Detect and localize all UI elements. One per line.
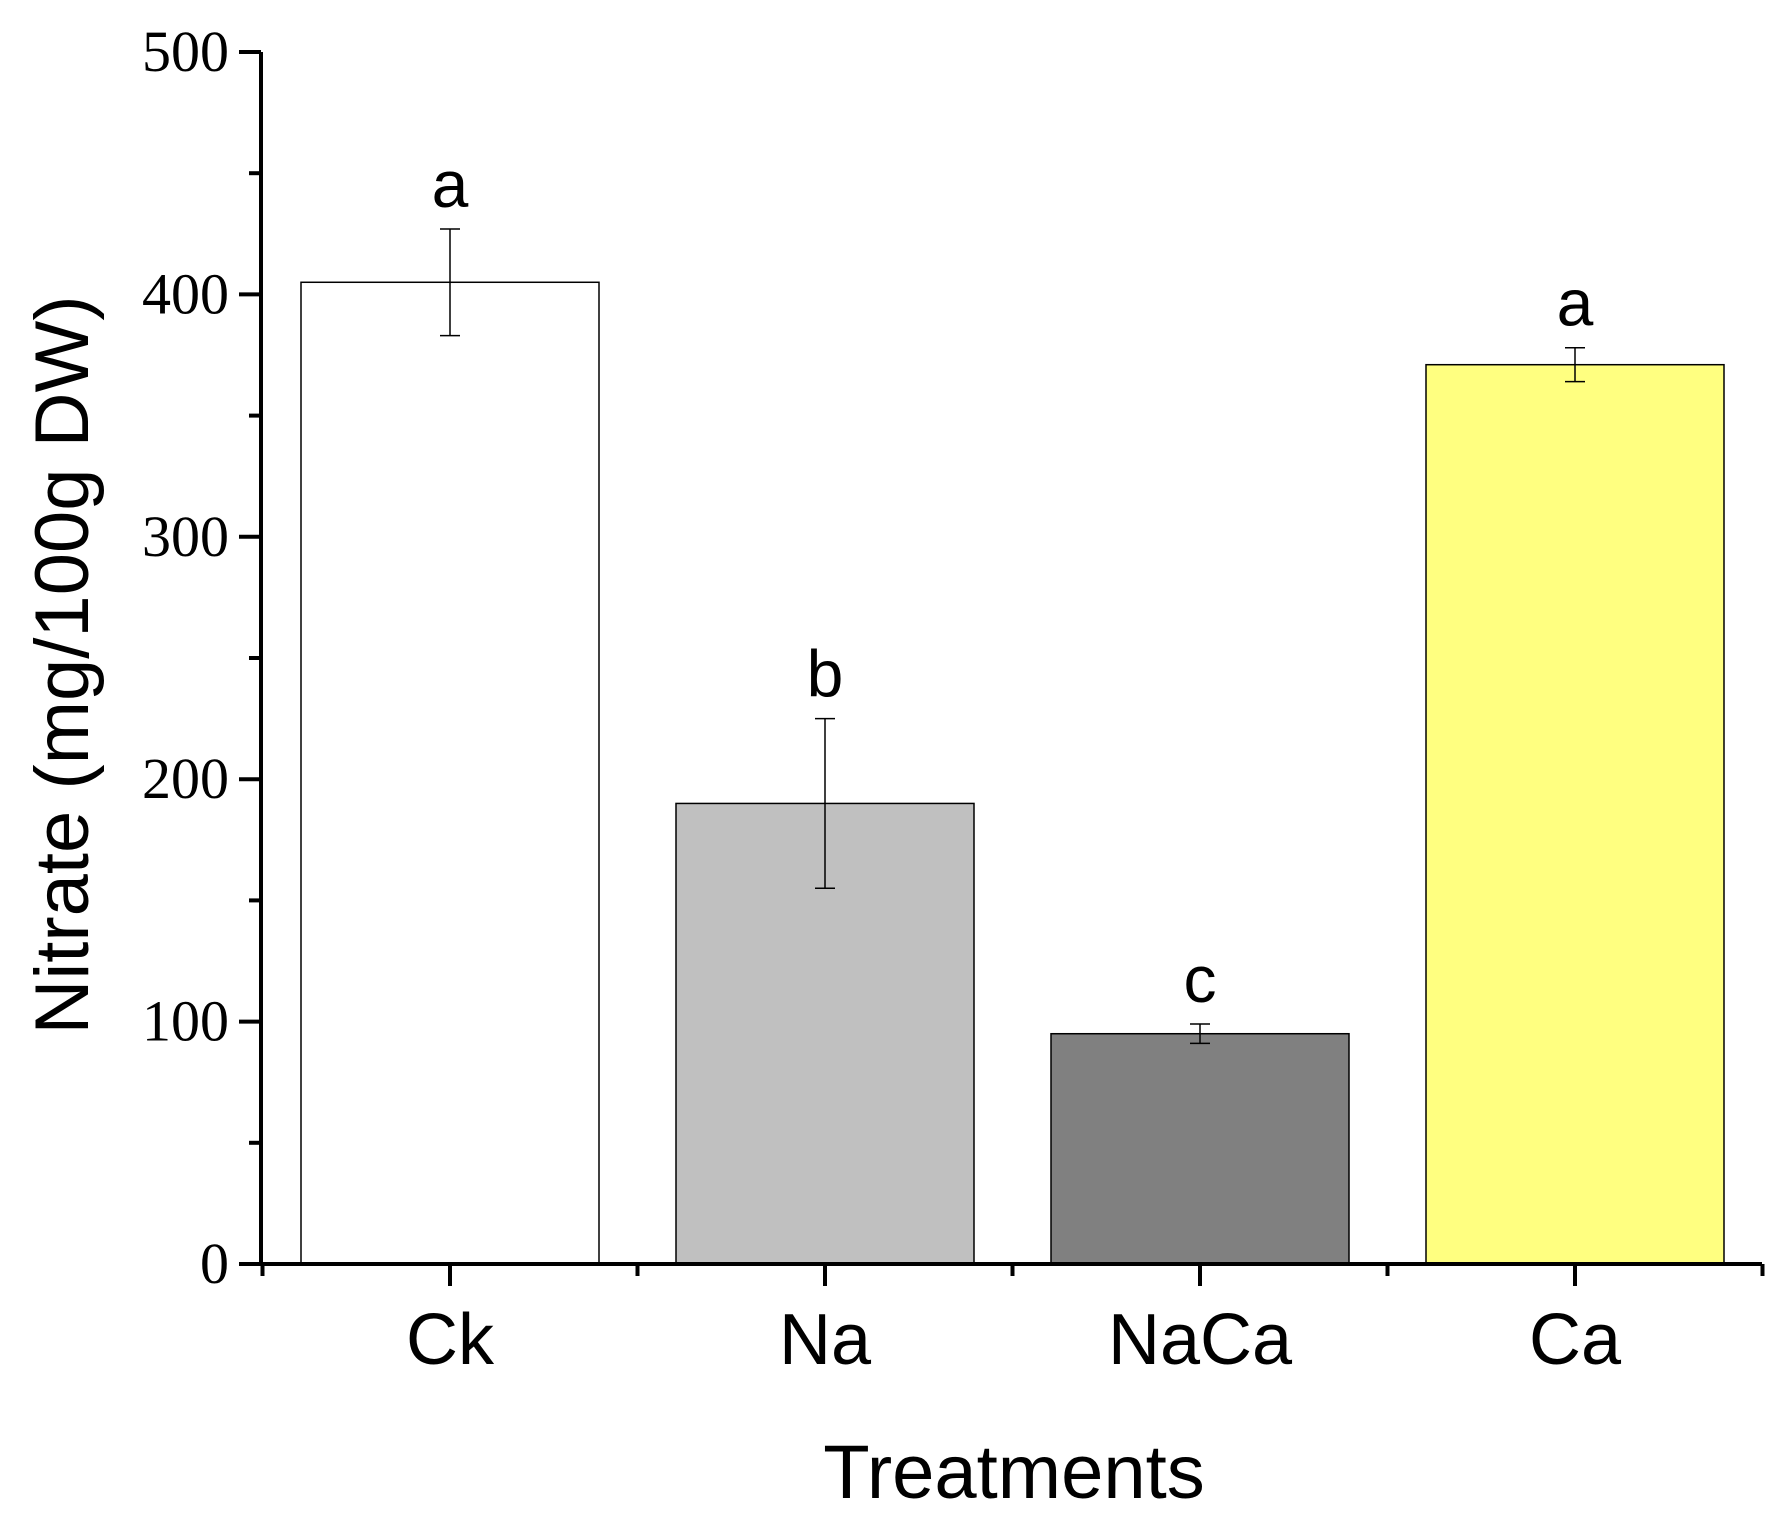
y-tick-label-300: 300: [142, 504, 229, 569]
error-bar-na: [815, 717, 835, 890]
x-tick-label-naca: NaCa: [1108, 1300, 1293, 1380]
y-tick-label-400: 400: [142, 261, 229, 326]
x-axis-title: Treatments: [823, 1430, 1205, 1515]
significance-letter-ca: a: [1557, 266, 1594, 340]
y-tick-label-200: 200: [142, 746, 229, 811]
y-tick-label-100: 100: [142, 989, 229, 1054]
bar-ck: [300, 281, 600, 1265]
axes-layer: [239, 50, 1765, 1286]
x-tick-label-na: Na: [779, 1300, 872, 1380]
error-bar-naca: [1190, 1023, 1210, 1045]
y-axis-title: Nitrate (mg/100g DW): [20, 295, 105, 1034]
significance-letters-layer: a b c a: [432, 147, 1594, 1016]
error-bar-ca: [1565, 346, 1585, 383]
x-tick-label-ck: Ck: [406, 1300, 495, 1380]
significance-letter-na: b: [807, 637, 844, 711]
bars-layer: [300, 281, 1725, 1265]
significance-letter-ck: a: [432, 147, 469, 221]
error-bars-layer: [440, 228, 1585, 1045]
bar-naca: [1050, 1032, 1350, 1265]
bar-ca: [1425, 363, 1725, 1265]
error-bar-ck: [440, 228, 460, 337]
y-tick-label-500: 500: [142, 19, 229, 84]
significance-letter-naca: c: [1184, 942, 1217, 1016]
x-tick-label-ca: Ca: [1529, 1300, 1622, 1380]
tick-labels-layer: Ck Na NaCa Ca 0 100 200 300 400 500: [142, 19, 1622, 1380]
y-tick-label-0: 0: [200, 1231, 229, 1296]
